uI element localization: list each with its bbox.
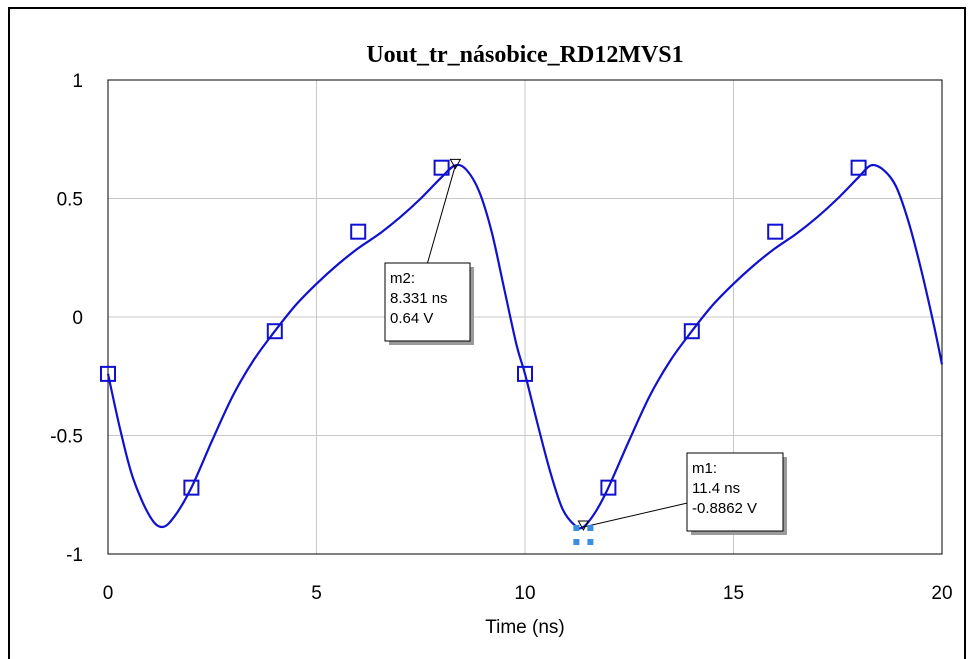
- marker-box: [686, 452, 784, 532]
- tick-labels: 0 5 10 15 20 1 0.5 0 -0.5 -1: [50, 71, 952, 604]
- y-tick-label: 1: [72, 71, 83, 92]
- y-tick-label: -0.5: [50, 427, 83, 448]
- chart-window-frame: [8, 7, 966, 659]
- selection-handle: [587, 539, 594, 546]
- chart-title: Uout_tr_násobice_RD12MVS1: [366, 42, 683, 68]
- marker-text: m2:: [390, 270, 415, 287]
- data-point-square: [850, 159, 867, 176]
- y-tick-label: 0: [72, 308, 83, 329]
- symbol-layer: [100, 159, 867, 496]
- series-line: [106, 163, 944, 530]
- grid: [108, 80, 942, 554]
- x-axis-label: Time (ns): [485, 617, 565, 638]
- selection-handle: [573, 525, 580, 532]
- data-point-square: [183, 479, 200, 496]
- data-point-square: [767, 223, 784, 240]
- marker-layer: m2: 8.331 ns 0.64 V m1: 11.4 ns -0.8862 V: [384, 158, 787, 546]
- marker-text: m1:: [692, 460, 717, 477]
- data-point-square: [600, 479, 617, 496]
- data-point-square: [266, 323, 283, 340]
- series-layer: [106, 163, 944, 530]
- data-point-square: [350, 223, 367, 240]
- marker-leader-line: [427, 165, 456, 264]
- data-point-square: [517, 365, 533, 382]
- x-tick-label: 10: [514, 583, 535, 604]
- marker-text: 11.4 ns: [692, 480, 740, 497]
- x-tick-label: 0: [103, 583, 114, 604]
- x-tick-label: 5: [311, 583, 322, 604]
- x-tick-label: 15: [723, 583, 744, 604]
- marker-text: 0.64 V: [390, 310, 433, 327]
- marker-triangle: [449, 158, 462, 170]
- x-tick-label: 20: [931, 583, 952, 604]
- data-point-square: [433, 159, 450, 176]
- y-tick-label: 0.5: [57, 190, 83, 211]
- plot-area: [107, 79, 943, 555]
- marker-text: -0.8862 V: [692, 500, 757, 517]
- data-point-square: [683, 323, 700, 340]
- selection-handle: [573, 539, 580, 546]
- selection-handle: [587, 525, 594, 532]
- marker-box: [384, 262, 471, 342]
- marker-text: 8.331 ns: [390, 290, 448, 307]
- marker-triangle: [577, 520, 590, 532]
- y-tick-label: -1: [66, 545, 83, 566]
- data-point-square: [100, 365, 116, 382]
